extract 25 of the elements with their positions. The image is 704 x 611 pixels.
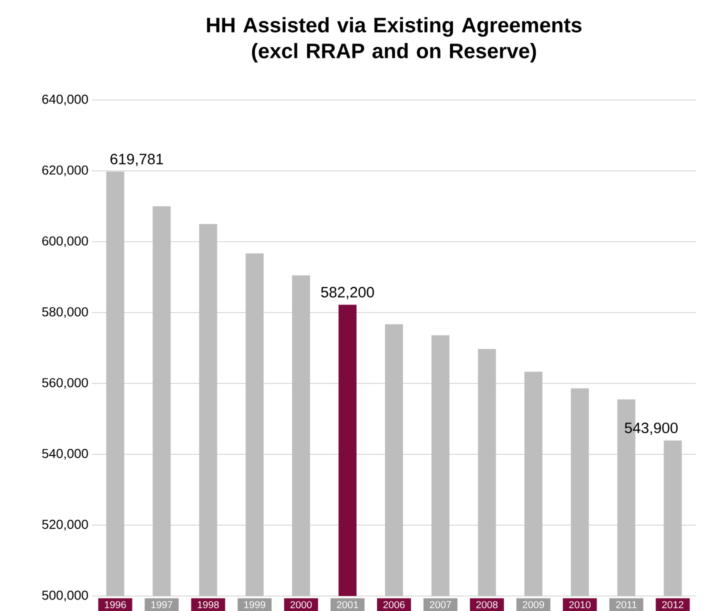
x-tick-label: 2010 <box>569 601 591 608</box>
y-tick-label: 580,000 <box>42 307 88 318</box>
x-tick-label: 2008 <box>476 601 498 608</box>
x-tick-label: 2000 <box>290 601 312 608</box>
y-tick-label: 620,000 <box>42 166 88 176</box>
x-tick-label: 1999 <box>244 601 266 608</box>
y-tick-label: 640,000 <box>42 94 88 106</box>
y-tick-label: 540,000 <box>42 448 88 460</box>
data-label: 619,781 <box>110 154 164 166</box>
y-tick-label: 520,000 <box>42 520 88 530</box>
x-tick-label: 2006 <box>383 601 405 608</box>
x-tick-label: 2012 <box>662 601 684 608</box>
x-tick-label: 2007 <box>430 601 452 608</box>
x-tick-label: 2001 <box>336 601 358 608</box>
y-tick-label: 560,000 <box>42 378 88 389</box>
x-tick-label: 2009 <box>522 601 544 608</box>
x-tick-label: 1998 <box>198 601 219 608</box>
x-tick-label: 1997 <box>151 601 172 608</box>
chart-title: HH Assisted via Existing Agreements (excl RRAP and on Reserve) <box>207 17 582 62</box>
y-tick-label: 500,000 <box>42 590 88 602</box>
x-tick-label: 2011 <box>616 601 637 608</box>
x-tick-label: 1996 <box>104 601 126 608</box>
y-tick-label: 600,000 <box>42 236 88 248</box>
data-label: 582,200 <box>321 286 374 300</box>
data-label: 543,900 <box>624 422 678 435</box>
